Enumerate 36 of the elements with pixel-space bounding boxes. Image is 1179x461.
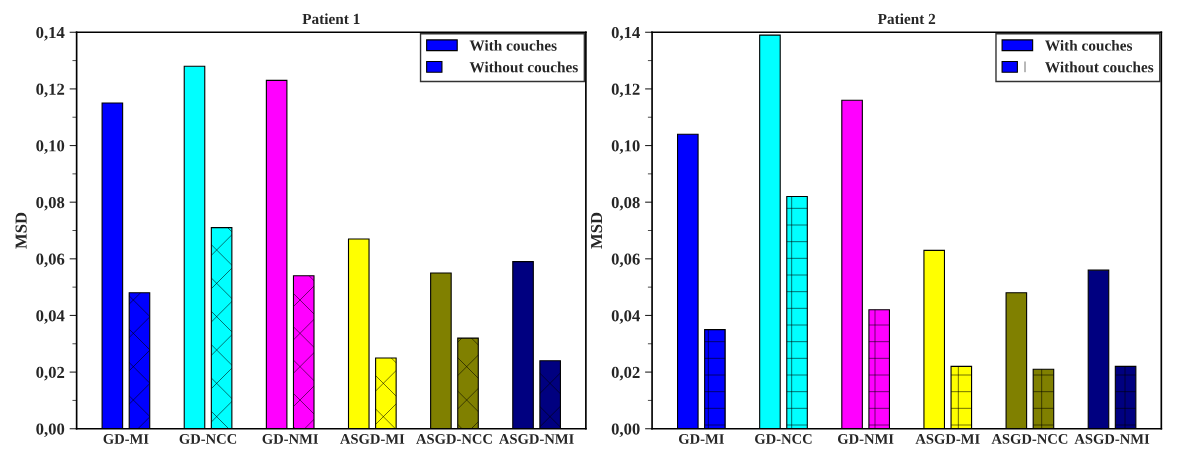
- x-tick-label: ASGD-NCC: [991, 434, 1068, 444]
- x-tick-label: GD-NCC: [755, 434, 812, 444]
- y-tick-label: 0,12: [36, 83, 65, 98]
- x-tick-label: GD-NCC: [179, 434, 237, 444]
- x-tick-label: GD-MI: [103, 434, 149, 444]
- y-tick-label: 0,08: [36, 196, 65, 211]
- y-tick-label: 0,02: [611, 366, 640, 381]
- x-tick-label: ASGD-NMI: [499, 434, 574, 444]
- y-tick-label: 0,14: [611, 26, 640, 41]
- y-tick-label: 0,08: [611, 196, 640, 211]
- x-tick-label: GD-NMI: [262, 434, 319, 444]
- y-tick-label: 0,00: [611, 423, 640, 438]
- y-tick-label: 0,14: [36, 26, 65, 41]
- y-tick-label: 0,06: [611, 253, 640, 268]
- x-tick-label: ASGD-MI: [915, 434, 980, 444]
- legend-label: With couches: [1045, 40, 1133, 51]
- y-tick-label: 0,10: [611, 140, 640, 154]
- x-tick-label: GD-MI: [678, 434, 724, 444]
- y-tick-label: 0,10: [36, 140, 65, 154]
- y-tick-label: 0,06: [36, 253, 65, 268]
- y-axis-title: MSD: [590, 212, 603, 249]
- chart-title: Patient 2: [877, 13, 936, 25]
- y-tick-label: 0,04: [36, 310, 65, 324]
- legend-label: Without couches: [1045, 61, 1154, 73]
- x-tick-label: ASGD-NMI: [1074, 434, 1150, 444]
- y-tick-label: 0,00: [36, 423, 65, 438]
- y-tick-label: 0,12: [611, 83, 640, 98]
- legend-label: With couches: [469, 40, 557, 51]
- x-tick-label: GD-NMI: [837, 434, 894, 444]
- y-tick-label: 0,04: [611, 310, 640, 324]
- x-tick-label: ASGD-NCC: [416, 434, 492, 444]
- y-tick-label: 0,02: [36, 366, 65, 381]
- y-axis-title: MSD: [15, 212, 27, 249]
- chart-title: Patient 1: [302, 13, 360, 25]
- x-tick-label: ASGD-MI: [340, 434, 405, 444]
- legend-label: Without couches: [469, 61, 578, 73]
